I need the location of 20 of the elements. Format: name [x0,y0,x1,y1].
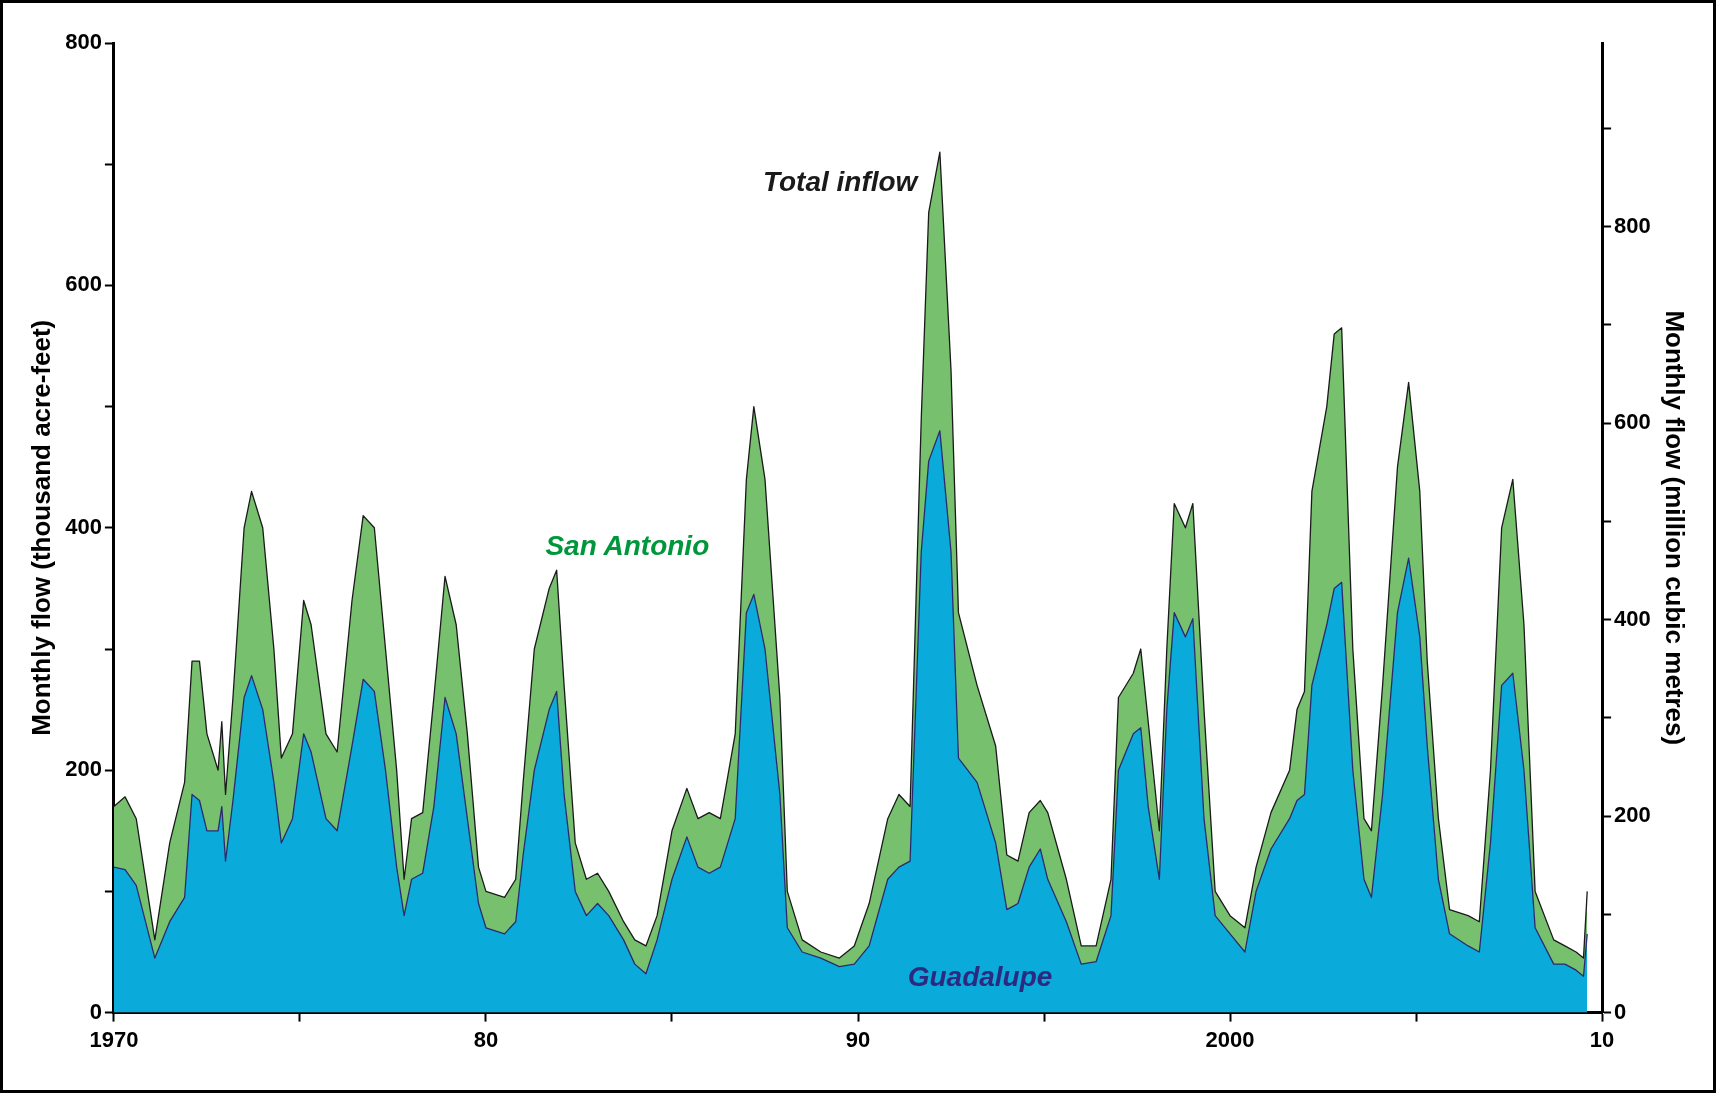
x-tick-label: 10 [1589,1026,1615,1052]
series-label: San Antonio [545,529,710,561]
y2-axis-title: Monthly flow (million cubic metres) [1660,310,1691,746]
y2-tick-label: 600 [1614,409,1651,435]
y2-tick-label: 200 [1614,802,1651,828]
y-axis-title: Monthly flow (thousand acre-feet) [25,319,56,736]
y-tick-label: 400 [65,513,102,539]
annotation: Total inflow [762,166,920,198]
x-tick-label: 1970 [89,1026,139,1052]
x-tick-label: 80 [473,1026,499,1052]
y-tick-label: 800 [65,29,102,55]
y2-tick-label: 400 [1614,605,1651,631]
x-tick-label: 2000 [1205,1026,1255,1052]
x-tick-label: 90 [845,1026,871,1052]
y-tick-label: 0 [89,998,102,1024]
y-tick-label: 200 [65,756,102,782]
y-tick-label: 600 [65,271,102,297]
y2-tick-label: 0 [1614,998,1627,1024]
series-label: Guadalupe [907,961,1053,993]
y2-tick-label: 800 [1614,212,1651,238]
